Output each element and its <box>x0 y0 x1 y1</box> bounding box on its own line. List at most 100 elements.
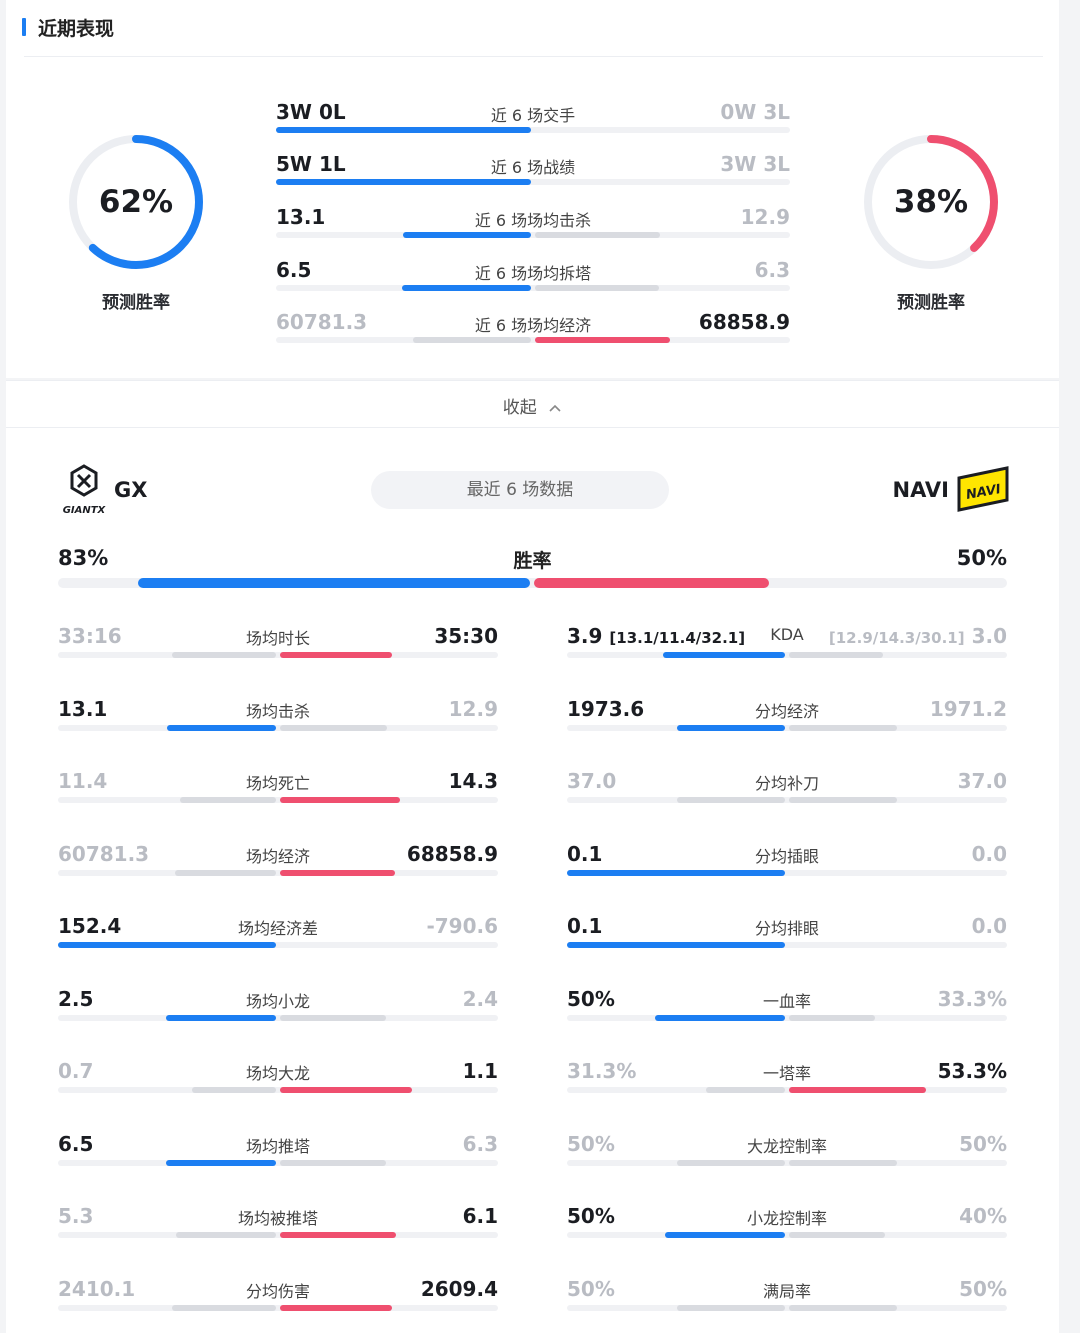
stat-left-value: 0.1 <box>567 842 602 866</box>
chevron-up-icon <box>549 404 561 412</box>
stat-right-value: 6.3 <box>463 1132 498 1156</box>
recent-games-pill[interactable]: 最近 6 场数据 <box>371 471 669 509</box>
stat-row: 分均经济 1973.6 1971.2 <box>567 697 1007 737</box>
collapse-bar[interactable]: 收起 <box>6 380 1059 428</box>
stat-left-main: 152.4 <box>58 914 122 938</box>
stat-left-main: 11.4 <box>58 769 108 793</box>
stat-left-main: 0.7 <box>58 1059 94 1083</box>
stat-left-value: 1973.6 <box>567 697 644 721</box>
section-divider <box>24 56 1043 57</box>
stat-right-main: 33.3% <box>937 986 1007 1011</box>
stat-row: 分均插眼 0.1 0.0 <box>567 842 1007 882</box>
stat-right-main: 12.9 <box>448 696 498 721</box>
stat-right-main: 0.0 <box>971 841 1007 866</box>
stat-left-main: 0.1 <box>567 914 603 938</box>
stat-label: KDA <box>770 625 804 644</box>
right-team-header: NAVI NAVI <box>849 466 1009 516</box>
stat-track <box>567 1014 1007 1021</box>
stat-row: 场均击杀 13.1 12.9 <box>58 697 498 737</box>
stat-row: 场均小龙 2.5 2.4 <box>58 987 498 1027</box>
top-stat-label: 近 6 场战绩 <box>490 158 576 177</box>
stat-left-main: 37.0 <box>567 769 617 793</box>
stat-left-main: 50% <box>567 1131 615 1156</box>
stat-left-main: 0.1 <box>567 841 603 866</box>
left-winrate-value: 83% <box>58 546 109 570</box>
stat-row: 小龙控制率 50% 40% <box>567 1204 1007 1244</box>
top-stat-right-value: 6.3 <box>754 258 790 282</box>
stat-row: 场均被推塔 5.3 6.1 <box>58 1204 498 1244</box>
stat-left-bar <box>677 1159 785 1166</box>
stat-label: 场均推塔 <box>245 1136 310 1156</box>
top-stat-left-value: 60781.3 <box>276 310 368 334</box>
top-stat-track <box>276 232 790 238</box>
stat-right-main: 35:30 <box>434 624 498 648</box>
stat-right-value: 0.0 <box>972 842 1007 866</box>
stat-right-bar <box>789 1304 897 1311</box>
stat-left-bar <box>166 1159 276 1166</box>
left-ring-chart <box>69 135 203 269</box>
stat-left-bar <box>171 652 276 658</box>
stat-right-main: 37.0 <box>957 769 1007 793</box>
stat-right-value: 2.4 <box>463 987 498 1011</box>
stat-row: 分均补刀 37.0 37.0 <box>567 769 1007 809</box>
stat-right-bar <box>789 1014 875 1021</box>
stat-right-bar <box>280 1159 387 1166</box>
stat-right-bar <box>280 797 401 803</box>
top-stat-right-value: 12.9 <box>740 205 790 229</box>
top-stat-left-bar <box>402 285 531 291</box>
top-stat-label: 近 6 场场均拆塔 <box>474 264 592 283</box>
stat-row: 场均时长 33:16 35:30 <box>58 624 498 664</box>
stat-right-value: 50% <box>959 1132 1007 1156</box>
stat-right-value: 68858.9 <box>407 842 498 866</box>
left-winrate-bar <box>138 578 530 588</box>
stat-left-bar <box>677 797 785 803</box>
top-stat-track <box>276 127 790 133</box>
stat-right-bar <box>280 652 392 658</box>
top-stat-track <box>276 285 790 291</box>
recent-performance-card: 近期表现 62% 预测胜率 38% 预测胜率 近 6 场交手 3W 0L 0W … <box>6 0 1059 378</box>
navi-logo-text: NAVI <box>965 482 1002 503</box>
stat-left-main: 31.3% <box>567 1059 637 1083</box>
stat-right-main: -790.6 <box>426 914 498 938</box>
stat-track <box>58 942 498 948</box>
stat-track <box>58 1087 498 1093</box>
stat-right-value: 50% <box>959 1277 1007 1301</box>
stat-left-main: 5.3 <box>58 1204 94 1228</box>
stat-left-bar <box>167 724 276 731</box>
top-stat-row: 近 6 场战绩 5W 1L 3W 3L <box>276 152 790 202</box>
stat-left-bar <box>705 1087 785 1093</box>
top-stat-right-bar <box>535 232 661 238</box>
stat-right-bar <box>280 1304 393 1311</box>
stat-left-bar <box>165 1014 276 1021</box>
stat-left-value: 3.9 [13.1/11.4/32.1] <box>567 624 745 648</box>
collapse-toggle[interactable]: 收起 <box>6 393 1059 418</box>
stat-right-value: 40% <box>959 1204 1007 1228</box>
stat-right-main: 14.3 <box>448 769 498 793</box>
top-stat-label: 近 6 场场均经济 <box>474 316 592 335</box>
stat-left-value: 33:16 <box>58 624 122 648</box>
top-stat-right-value: 0W 3L <box>720 100 790 124</box>
winrate-track <box>58 578 1007 588</box>
left-team-header: GIANTX GX <box>54 464 194 520</box>
stat-track <box>567 1087 1007 1093</box>
stat-track <box>567 942 1007 948</box>
right-prediction-pct: 38% <box>893 184 969 220</box>
stat-label: 分均补刀 <box>754 774 819 793</box>
stat-left-main: 33:16 <box>58 624 122 648</box>
stat-right-main: 50% <box>959 1276 1007 1301</box>
stat-right-detail: [12.9/14.3/30.1] <box>828 629 965 647</box>
stat-track <box>567 797 1007 803</box>
stat-right-value: -790.6 <box>426 914 498 938</box>
right-prediction-ring: 38% <box>861 132 1001 272</box>
stat-right-main: 3.0 <box>971 624 1007 648</box>
stat-right-value: 2609.4 <box>421 1277 498 1301</box>
stat-label: 分均插眼 <box>754 846 819 866</box>
left-ring-arc <box>69 135 203 269</box>
stat-right-value: 1971.2 <box>930 697 1007 721</box>
stat-right-bar <box>789 724 897 731</box>
section-accent-bar <box>22 18 26 36</box>
stat-right-value: 1.1 <box>463 1059 498 1083</box>
stat-left-bar <box>677 724 785 731</box>
stat-left-bar <box>175 1232 276 1238</box>
stat-right-bar <box>789 1087 926 1093</box>
